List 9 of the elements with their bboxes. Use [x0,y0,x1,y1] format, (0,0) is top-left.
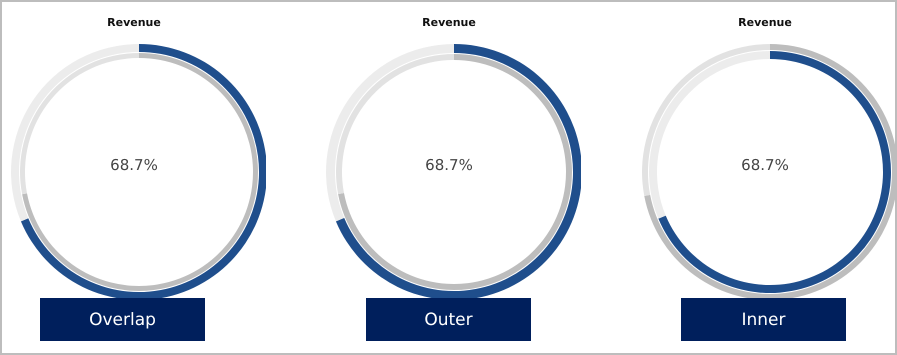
chart-title: Revenue [421,16,477,29]
chart-title: Revenue [737,16,793,29]
chart-title: Revenue [106,16,162,29]
text: Inner [681,298,846,341]
text: 68.7% [740,156,790,174]
text: Overlap [40,298,205,341]
text: 68.7% [424,156,474,174]
text: 68.7% [109,156,159,174]
text: Outer [366,298,531,341]
